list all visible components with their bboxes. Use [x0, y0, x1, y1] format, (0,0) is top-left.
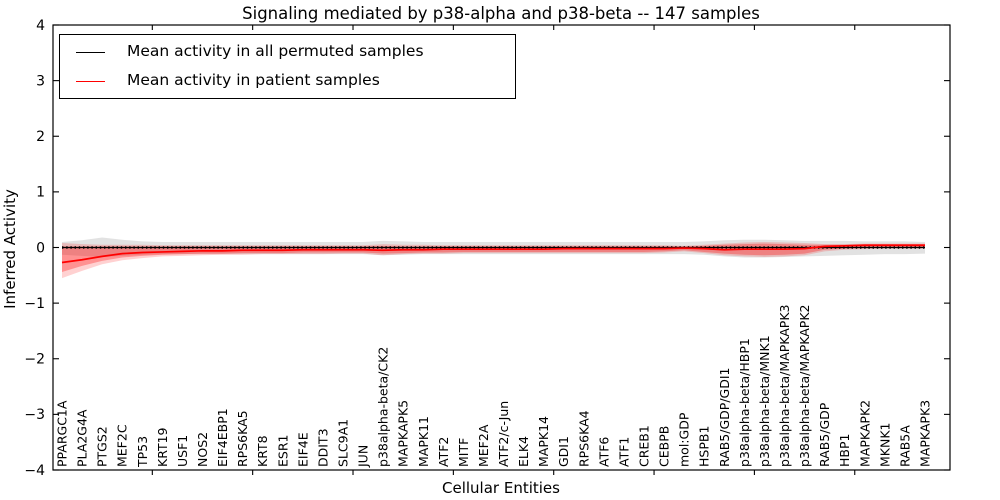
category-label: PLA2G4A	[75, 409, 90, 467]
y-tick-label: −1	[24, 296, 45, 312]
legend-entry-permuted: Mean activity in all permuted samples	[60, 41, 515, 63]
category-label: ATF6	[596, 437, 611, 467]
category-label: PPARGC1A	[55, 400, 70, 467]
y-tick-label: −2	[24, 352, 45, 368]
category-label: CREB1	[637, 425, 652, 467]
y-tick-label: −3	[24, 407, 45, 423]
legend-label-permuted: Mean activity in all permuted samples	[127, 42, 424, 61]
category-label: ESR1	[275, 435, 290, 467]
category-label: RPS6KA5	[235, 410, 250, 467]
category-label: KRT8	[255, 435, 270, 467]
category-label: RAB5A	[897, 425, 912, 467]
category-label: DDIT3	[315, 428, 330, 467]
category-label: RAB5/GDP	[817, 402, 832, 467]
category-label: RPS6KA4	[576, 410, 591, 467]
category-label: CEBPB	[657, 426, 672, 467]
category-label: ATF2/c-Jun	[496, 401, 511, 467]
plot-area: 4 3 2 1 0 −1 −2 −3 −4 PPARGC1A PLA2G4A PTGS2 MEF2C TP…	[24, 18, 951, 479]
chart-title: Signaling mediated by p38-alpha and p38-…	[242, 4, 760, 23]
legend-entry-patient: Mean activity in patient samples	[60, 70, 515, 92]
series-line-patient	[61, 244, 925, 264]
category-label: p38alpha-beta/MNK1	[757, 335, 772, 467]
category-label: NOS2	[195, 432, 210, 467]
y-tick-label: −4	[24, 463, 45, 479]
category-label: p38alpha-beta/MAPKAPK2	[797, 305, 812, 468]
category-label: PTGS2	[95, 426, 110, 467]
category-label: RAB5/GDP/GDI1	[717, 368, 732, 467]
y-tick-label: 0	[36, 240, 45, 256]
category-label: MEF2A	[476, 424, 491, 467]
category-label: EIF4E	[295, 432, 310, 467]
category-label: MKNK1	[877, 423, 892, 467]
category-label: JUN	[356, 445, 371, 468]
y-axis-label: Inferred Activity	[1, 189, 19, 309]
category-label: mol:GDP	[677, 412, 692, 467]
y-tick-label: 4	[36, 18, 45, 34]
category-label: MAPKAPK5	[396, 400, 411, 467]
legend-label-patient: Mean activity in patient samples	[127, 71, 380, 90]
category-label: p38alpha-beta/CK2	[376, 347, 391, 467]
category-label: HSPB1	[697, 426, 712, 467]
category-label: ATF2	[436, 437, 451, 467]
category-label: ELK4	[516, 436, 531, 467]
category-label: KRT19	[155, 427, 170, 467]
category-label: p38alpha-beta/MAPKAPK3	[777, 305, 792, 468]
category-label: USF1	[175, 435, 190, 467]
category-label: EIF4EBP1	[215, 408, 230, 467]
category-label: GDI1	[556, 436, 571, 467]
y-tick-label: 1	[36, 185, 45, 201]
permuted-line-swatch	[76, 51, 105, 53]
category-label: MEF2C	[115, 424, 130, 467]
patient-line-swatch	[76, 80, 105, 82]
legend: Mean activity in all permuted samples Me…	[59, 34, 516, 99]
category-label: TP53	[135, 436, 150, 468]
category-label: ATF1	[616, 437, 631, 467]
category-label: HBP1	[837, 434, 852, 467]
category-label: SLC9A1	[335, 419, 350, 467]
y-tick-label: 2	[36, 129, 45, 145]
category-label: p38alpha-beta/HBP1	[737, 338, 752, 467]
category-label: MAPKAPK3	[918, 400, 933, 467]
category-label: MAPK11	[416, 416, 431, 467]
category-label: MAPKAPK2	[857, 400, 872, 467]
category-label: MITF	[456, 438, 471, 467]
y-tick-label: 3	[36, 73, 45, 89]
x-axis-label: Cellular Entities	[442, 479, 560, 497]
category-label: MAPK14	[536, 416, 551, 467]
